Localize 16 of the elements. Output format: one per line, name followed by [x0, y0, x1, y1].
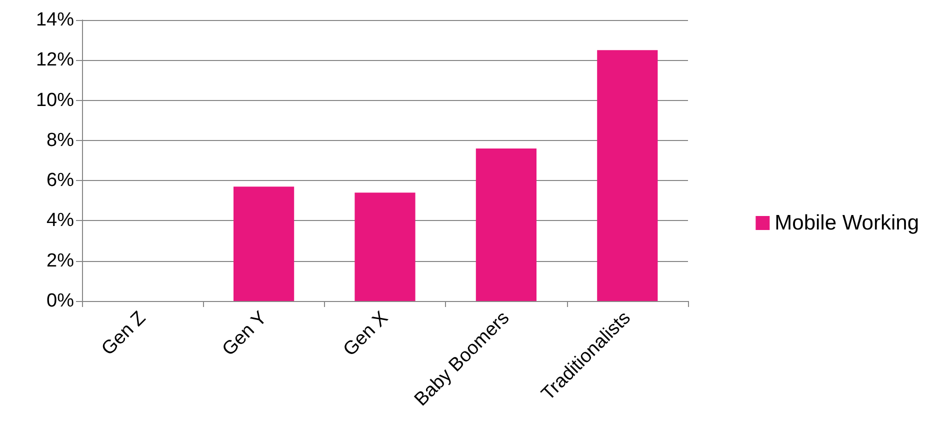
bar [234, 186, 294, 301]
y-tick-label: 10% [36, 90, 74, 111]
y-tick-label: 12% [36, 50, 74, 71]
x-tick-label: Gen X [340, 307, 393, 360]
y-tick-label: 4% [46, 210, 74, 232]
y-tick-label: 8% [46, 130, 74, 151]
bar [354, 192, 416, 301]
x-tick-label: Gen Z [98, 308, 150, 360]
legend-label: Mobile Working [774, 212, 920, 234]
bar [476, 148, 536, 301]
y-tick-label: 0% [46, 290, 74, 312]
y-tick-label: 2% [46, 250, 74, 272]
x-tick-label: Gen Y [218, 307, 272, 360]
bar [597, 50, 658, 301]
y-tick-label: 6% [46, 170, 74, 192]
y-tick-label: 14% [36, 10, 74, 30]
